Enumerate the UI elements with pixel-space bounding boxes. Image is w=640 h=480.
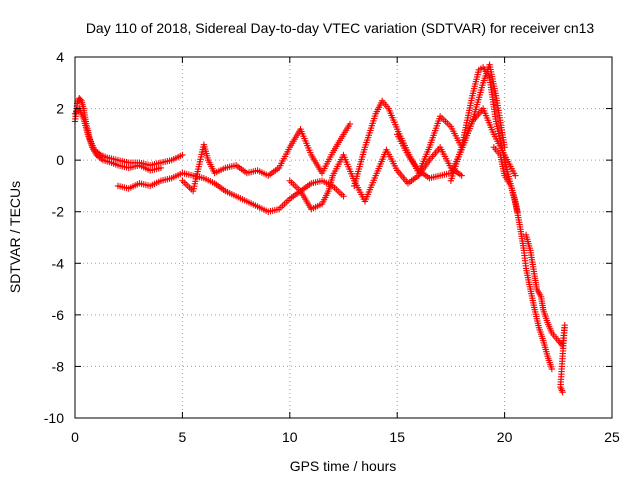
- data-point: [512, 172, 519, 179]
- y-tick-label: -10: [44, 410, 64, 426]
- axis-ticks: [74, 56, 613, 419]
- y-axis-label: SDTVAR / TECUs: [7, 181, 23, 293]
- x-tick-label: 10: [282, 429, 298, 445]
- data-point: [458, 172, 465, 179]
- x-tick-label: 25: [604, 429, 620, 445]
- data-point: [340, 193, 347, 200]
- x-axis-label: GPS time / hours: [290, 458, 397, 474]
- data-point: [548, 365, 556, 373]
- y-tick-label: 4: [56, 49, 64, 65]
- data-point: [179, 151, 186, 159]
- data-point: [77, 96, 84, 103]
- y-tick-label: 0: [56, 152, 64, 168]
- y-tick-label: -6: [52, 307, 65, 323]
- y-tick-labels: 4 2 0 -2 -4 -6 -8 -10: [44, 49, 64, 426]
- x-tick-label: 0: [71, 429, 79, 445]
- y-tick-label: -4: [52, 255, 65, 271]
- x-tick-label: 5: [179, 429, 187, 445]
- data-marks: [71, 61, 568, 396]
- y-tick-label: -2: [52, 204, 65, 220]
- x-tick-label: 20: [497, 429, 513, 445]
- data-point: [346, 120, 354, 128]
- plot-frame: [74, 56, 613, 419]
- data-point: [559, 389, 566, 396]
- grid-lines: [75, 57, 612, 418]
- data-point: [157, 164, 165, 172]
- chart-title: Day 110 of 2018, Sidereal Day-to-day VTE…: [86, 20, 595, 36]
- x-tick-labels: 0 5 10 15 20 25: [71, 429, 620, 445]
- y-tick-label: 2: [56, 101, 64, 117]
- y-tick-label: -8: [52, 358, 65, 374]
- x-tick-label: 15: [389, 429, 405, 445]
